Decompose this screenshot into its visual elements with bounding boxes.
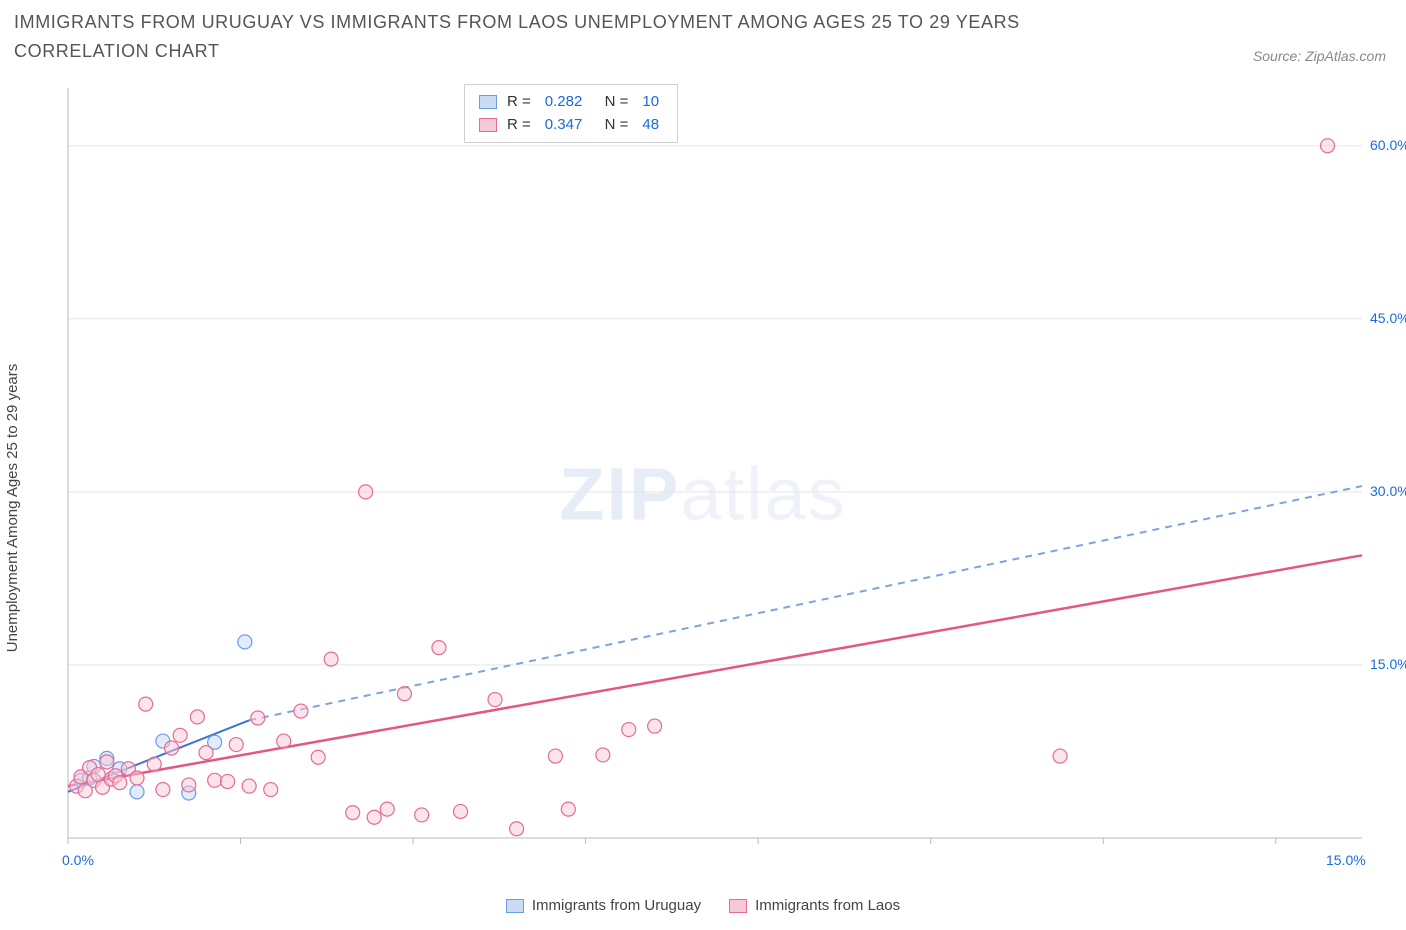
- legend-series: Immigrants from Uruguay Immigrants from L…: [14, 897, 1392, 914]
- data-point: [294, 704, 308, 718]
- legend-item: Immigrants from Uruguay: [506, 897, 701, 914]
- legend-swatch: [479, 95, 497, 109]
- legend-r-value: 0.347: [545, 114, 583, 137]
- legend-correlation: R = 0.282 N = 10R = 0.347 N = 48: [464, 84, 678, 143]
- data-point: [622, 723, 636, 737]
- data-point: [510, 822, 524, 836]
- data-point: [238, 635, 252, 649]
- data-point: [561, 802, 575, 816]
- y-tick-label: 15.0%: [1370, 656, 1406, 672]
- legend-n-value: 10: [642, 91, 659, 114]
- legend-n-label: N =: [596, 114, 628, 137]
- data-point: [156, 783, 170, 797]
- legend-swatch: [479, 118, 497, 132]
- data-point: [130, 771, 144, 785]
- data-point: [100, 755, 114, 769]
- legend-r-value: 0.282: [545, 91, 583, 114]
- chart-title: IMMIGRANTS FROM URUGUAY VS IMMIGRANTS FR…: [14, 8, 1114, 66]
- chart-container: Unemployment Among Ages 25 to 29 years Z…: [14, 78, 1392, 918]
- y-tick-label: 60.0%: [1370, 137, 1406, 153]
- y-axis-title: Unemployment Among Ages 25 to 29 years: [4, 364, 21, 653]
- data-point: [130, 785, 144, 799]
- data-point: [199, 746, 213, 760]
- data-point: [397, 687, 411, 701]
- source-attribution: Source: ZipAtlas.com: [1253, 48, 1386, 64]
- regression-line-dashed: [249, 486, 1362, 720]
- x-tick-label: 0.0%: [62, 852, 94, 868]
- data-point: [139, 697, 153, 711]
- data-point: [208, 773, 222, 787]
- y-tick-label: 30.0%: [1370, 483, 1406, 499]
- data-point: [432, 641, 446, 655]
- data-point: [221, 774, 235, 788]
- x-tick-label: 15.0%: [1326, 852, 1366, 868]
- data-point: [113, 776, 127, 790]
- legend-r-label: R =: [507, 91, 531, 114]
- legend-row: R = 0.282 N = 10: [479, 91, 663, 114]
- legend-swatch: [729, 899, 747, 913]
- data-point: [277, 734, 291, 748]
- data-point: [548, 749, 562, 763]
- legend-swatch: [506, 899, 524, 913]
- data-point: [415, 808, 429, 822]
- data-point: [1320, 139, 1334, 153]
- data-point: [91, 768, 105, 782]
- data-point: [147, 757, 161, 771]
- legend-r-label: R =: [507, 114, 531, 137]
- data-point: [488, 693, 502, 707]
- data-point: [264, 783, 278, 797]
- data-point: [251, 711, 265, 725]
- scatter-plot: [62, 78, 1392, 878]
- data-point: [380, 802, 394, 816]
- y-tick-label: 45.0%: [1370, 310, 1406, 326]
- regression-line: [68, 555, 1362, 786]
- legend-n-label: N =: [596, 91, 628, 114]
- data-point: [596, 748, 610, 762]
- data-point: [359, 485, 373, 499]
- data-point: [242, 779, 256, 793]
- legend-label: Immigrants from Laos: [755, 897, 900, 914]
- data-point: [165, 741, 179, 755]
- data-point: [454, 804, 468, 818]
- data-point: [229, 738, 243, 752]
- data-point: [346, 806, 360, 820]
- data-point: [367, 810, 381, 824]
- legend-row: R = 0.347 N = 48: [479, 114, 663, 137]
- data-point: [311, 750, 325, 764]
- data-point: [1053, 749, 1067, 763]
- data-point: [182, 778, 196, 792]
- data-point: [190, 710, 204, 724]
- legend-n-value: 48: [642, 114, 659, 137]
- legend-item: Immigrants from Laos: [729, 897, 900, 914]
- data-point: [324, 652, 338, 666]
- data-point: [173, 728, 187, 742]
- data-point: [648, 719, 662, 733]
- legend-label: Immigrants from Uruguay: [532, 897, 701, 914]
